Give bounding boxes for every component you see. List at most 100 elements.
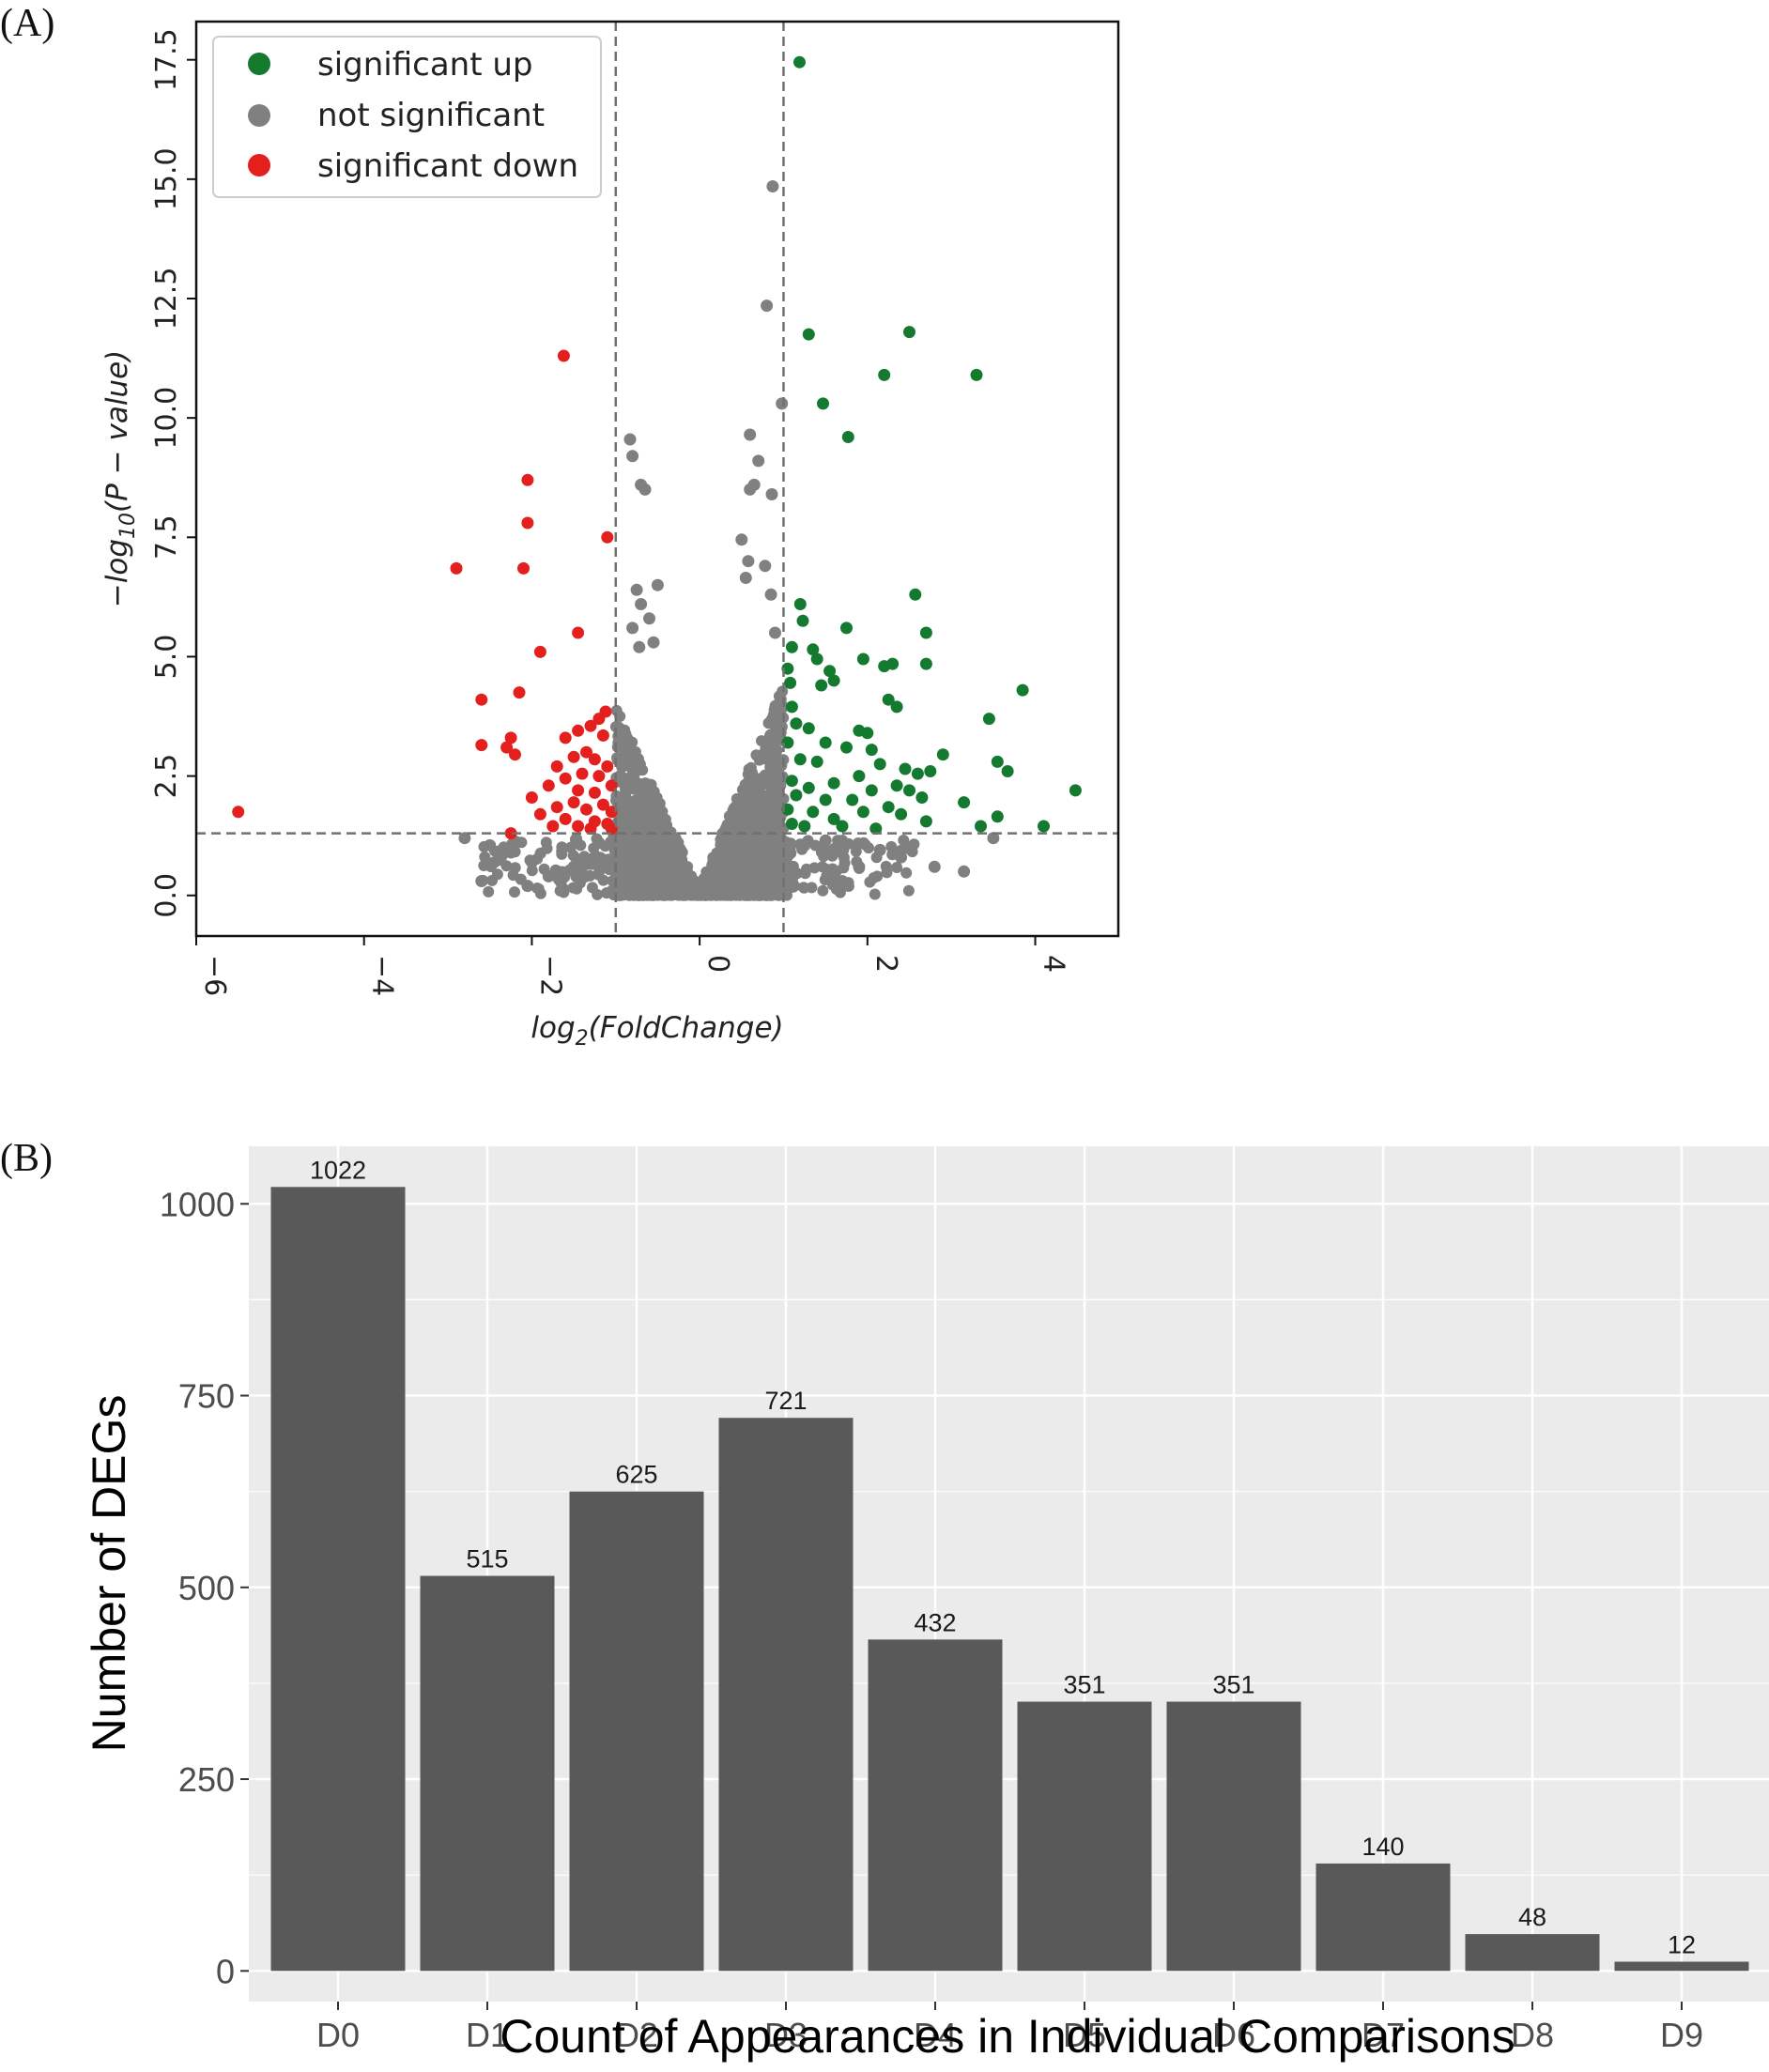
point-significant-up xyxy=(970,368,983,381)
point-not-significant xyxy=(486,874,499,886)
point-significant-up xyxy=(790,717,803,730)
x-tick-label: D7 xyxy=(1361,2016,1405,2054)
x-tick-label: D6 xyxy=(1212,2016,1255,2054)
point-not-significant xyxy=(759,815,771,827)
point-not-significant xyxy=(819,834,832,847)
x-tick-label: D2 xyxy=(615,2016,658,2054)
point-not-significant xyxy=(777,792,790,805)
legend-box xyxy=(212,36,602,198)
x-tick-label: −6 xyxy=(198,955,231,996)
x-tick-label: −4 xyxy=(366,955,399,996)
point-not-significant xyxy=(786,874,798,885)
point-not-significant xyxy=(567,882,579,894)
bar-x-axis-label: Count of Appearances in Individual Compa… xyxy=(500,2010,1515,2063)
point-not-significant xyxy=(900,867,913,879)
point-not-significant xyxy=(651,878,663,890)
panel-a-label: (A) xyxy=(0,2,54,45)
point-not-significant xyxy=(662,849,674,860)
point-significant-up xyxy=(807,806,820,819)
point-not-significant xyxy=(619,876,631,888)
point-significant-up xyxy=(810,652,823,666)
point-not-significant xyxy=(623,433,637,446)
point-significant-up xyxy=(796,614,809,627)
point-significant-down xyxy=(584,822,597,836)
point-not-significant xyxy=(766,180,779,192)
point-not-significant xyxy=(558,886,570,898)
point-not-significant xyxy=(592,868,605,881)
point-significant-up xyxy=(882,801,895,814)
point-not-significant xyxy=(818,851,830,863)
point-significant-down xyxy=(475,739,488,752)
volcano-legend: significant up not significant significa… xyxy=(212,36,602,198)
point-not-significant xyxy=(767,785,779,797)
point-not-significant xyxy=(770,744,782,757)
point-significant-up xyxy=(802,781,815,794)
point-significant-down xyxy=(504,731,517,744)
point-significant-up xyxy=(873,758,886,771)
y-tick-label: 750 xyxy=(178,1377,235,1416)
point-significant-down xyxy=(525,791,538,804)
point-not-significant xyxy=(632,868,644,881)
point-not-significant xyxy=(507,869,519,882)
point-significant-up xyxy=(793,753,807,766)
bar-marks xyxy=(270,1187,1749,1972)
x-tick-label: 2 xyxy=(869,955,902,973)
point-significant-down xyxy=(232,806,245,819)
point-not-significant xyxy=(458,832,471,845)
point-not-significant xyxy=(735,845,747,857)
point-not-significant xyxy=(758,835,770,847)
bar-D6 xyxy=(1166,1701,1301,1972)
point-significant-up xyxy=(890,779,903,792)
point-significant-up xyxy=(819,793,832,806)
y-tick-label: 7.5 xyxy=(150,514,183,560)
point-not-significant xyxy=(731,861,743,873)
point-significant-down xyxy=(580,803,592,816)
point-not-significant xyxy=(873,843,886,856)
point-not-significant xyxy=(764,754,777,766)
point-not-significant xyxy=(817,884,829,897)
point-not-significant xyxy=(594,852,607,864)
point-not-significant xyxy=(496,851,508,863)
point-not-significant xyxy=(770,813,782,825)
bar-value-label: 1022 xyxy=(310,1156,366,1184)
point-significant-down xyxy=(550,801,563,814)
panel-b-label: (B) xyxy=(0,1137,53,1180)
point-not-significant xyxy=(671,880,684,892)
bar-value-label: 12 xyxy=(1668,1931,1696,1959)
point-not-significant xyxy=(727,884,739,897)
point-significant-up xyxy=(1038,820,1050,833)
point-not-significant xyxy=(769,705,781,717)
point-not-significant xyxy=(764,588,777,601)
point-not-significant xyxy=(484,838,497,852)
point-not-significant xyxy=(617,775,629,787)
point-not-significant xyxy=(895,851,908,864)
point-not-significant xyxy=(785,837,797,850)
point-not-significant xyxy=(559,871,571,883)
point-not-significant xyxy=(531,883,544,894)
point-not-significant xyxy=(743,778,755,790)
point-not-significant xyxy=(643,612,655,625)
bar-value-label: 721 xyxy=(764,1387,807,1415)
point-significant-down xyxy=(567,750,580,763)
x-tick-label: 0 xyxy=(701,955,734,973)
x-tick-label: −2 xyxy=(533,955,566,996)
point-not-significant xyxy=(617,726,629,738)
point-not-significant xyxy=(608,865,620,877)
point-not-significant xyxy=(614,711,626,722)
point-significant-up xyxy=(975,820,987,833)
deg-bar-chart: 1022 515 625 721 432 351 351 140 48 12 0 250 500 750… xyxy=(83,1146,1769,2063)
bar-D7 xyxy=(1315,1863,1451,1972)
point-not-significant xyxy=(769,626,781,639)
point-not-significant xyxy=(639,784,652,796)
point-significant-down xyxy=(542,779,555,792)
point-not-significant xyxy=(775,719,787,731)
x-tick-label: D5 xyxy=(1063,2016,1106,2054)
point-not-significant xyxy=(757,773,769,785)
point-not-significant xyxy=(623,756,636,767)
point-not-significant xyxy=(928,860,941,873)
legend-marker-up xyxy=(248,53,270,75)
point-not-significant xyxy=(760,866,772,878)
point-not-significant xyxy=(746,888,759,900)
point-not-significant xyxy=(752,454,765,468)
